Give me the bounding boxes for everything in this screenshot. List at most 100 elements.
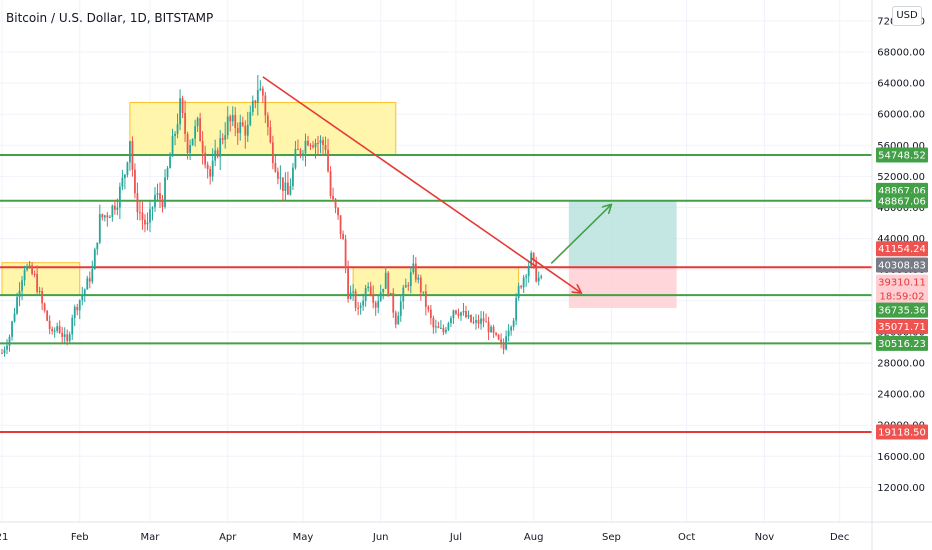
candle-body bbox=[505, 336, 508, 350]
candle-body bbox=[475, 320, 477, 323]
candle-body bbox=[507, 330, 510, 337]
candle-body bbox=[171, 135, 174, 157]
trend-line bbox=[262, 76, 537, 268]
candle-body bbox=[211, 160, 214, 177]
candle-body bbox=[281, 177, 284, 191]
y-tick-label: 56000.00 bbox=[877, 141, 925, 152]
candle-body bbox=[216, 150, 219, 157]
candle-body bbox=[271, 142, 274, 164]
candle-body bbox=[88, 278, 91, 282]
candle-body bbox=[480, 318, 482, 324]
candle-body bbox=[189, 145, 191, 153]
candle-body bbox=[234, 115, 237, 129]
time-axis[interactable]: 21 Feb Mar Apr May Jun Jul Aug Sep Oct Nov Dec bbox=[0, 521, 932, 543]
candle-body bbox=[118, 186, 121, 208]
price-badge-label: 41154.24 bbox=[878, 244, 926, 255]
candle-body bbox=[274, 163, 277, 172]
candle-body bbox=[144, 219, 146, 225]
y-tick-label: 60000.00 bbox=[877, 110, 925, 121]
candle-body bbox=[259, 88, 262, 91]
candle-body bbox=[397, 315, 400, 325]
candle-body bbox=[289, 186, 292, 195]
candle-body bbox=[96, 242, 99, 250]
candle-body bbox=[159, 193, 161, 200]
price-badge bbox=[876, 288, 928, 304]
price-badge bbox=[876, 424, 928, 440]
x-tick-label: Jul bbox=[449, 532, 462, 543]
price-badge-label: 48867.06 bbox=[878, 186, 926, 197]
candle-body bbox=[121, 177, 124, 187]
candle-body bbox=[53, 330, 56, 332]
candle-body bbox=[41, 291, 44, 304]
candle-body bbox=[434, 326, 437, 328]
currency-button[interactable]: USD bbox=[892, 6, 922, 26]
candle-body bbox=[81, 294, 84, 301]
candle-body bbox=[166, 168, 169, 178]
candle-body bbox=[532, 252, 535, 261]
candle-body bbox=[229, 116, 232, 122]
candle-body bbox=[181, 98, 184, 113]
candle-body bbox=[465, 310, 467, 318]
price-badge-label: 30516.23 bbox=[878, 339, 926, 350]
candle-body bbox=[261, 88, 264, 96]
candle-body bbox=[314, 143, 317, 148]
candle-body bbox=[452, 310, 455, 319]
candle-body bbox=[372, 294, 375, 303]
candle-body bbox=[317, 143, 319, 145]
candle-body bbox=[13, 313, 16, 322]
price-badge bbox=[876, 302, 928, 318]
candle-body bbox=[276, 171, 279, 179]
candle-body bbox=[161, 199, 164, 207]
price-badge bbox=[876, 147, 928, 163]
candle-body bbox=[399, 301, 402, 316]
x-tick-label: Mar bbox=[141, 532, 161, 543]
candle-body bbox=[477, 320, 480, 324]
candle-body bbox=[246, 124, 249, 136]
candle-body bbox=[236, 128, 239, 134]
candle-body bbox=[442, 327, 445, 333]
candle-body bbox=[522, 277, 525, 288]
candle-body bbox=[487, 321, 490, 333]
x-tick-label: Sep bbox=[602, 532, 621, 543]
candle-body bbox=[392, 292, 395, 313]
candle-body bbox=[455, 310, 457, 314]
candle-body bbox=[23, 269, 26, 281]
candle-body bbox=[266, 115, 269, 128]
candle-body bbox=[437, 326, 440, 328]
candle-body bbox=[113, 205, 116, 210]
price-badge bbox=[876, 318, 928, 334]
candle-body bbox=[106, 215, 109, 218]
candle-body bbox=[83, 289, 86, 295]
candle-body bbox=[179, 98, 181, 125]
candle-body bbox=[231, 115, 234, 122]
candle-body bbox=[38, 291, 41, 293]
candle-body bbox=[93, 249, 96, 270]
price-badge bbox=[876, 335, 928, 351]
candle-body bbox=[151, 207, 154, 210]
candle-body bbox=[169, 156, 171, 169]
candle-body bbox=[362, 300, 365, 306]
x-tick-label: Jun bbox=[372, 532, 389, 543]
candle-body bbox=[384, 272, 387, 289]
candle-body bbox=[502, 342, 505, 350]
trend-drawings bbox=[262, 76, 612, 293]
candle-body bbox=[91, 269, 94, 282]
candle-body bbox=[497, 334, 500, 340]
candle-body bbox=[307, 140, 309, 146]
candle-body bbox=[467, 314, 470, 318]
candle-body bbox=[490, 326, 492, 333]
candle-body bbox=[457, 313, 460, 316]
candle-body bbox=[184, 112, 186, 134]
candle-body bbox=[221, 138, 224, 140]
candle-body bbox=[527, 265, 530, 277]
candle-body bbox=[129, 141, 131, 163]
candle-body bbox=[470, 314, 472, 322]
candle-body bbox=[98, 214, 101, 243]
candle-body bbox=[214, 150, 217, 161]
candle-body bbox=[141, 212, 144, 220]
candle-body bbox=[417, 277, 420, 280]
y-tick-label: 12000.00 bbox=[877, 483, 925, 494]
candle-body bbox=[18, 290, 21, 298]
candle-body bbox=[71, 317, 74, 335]
